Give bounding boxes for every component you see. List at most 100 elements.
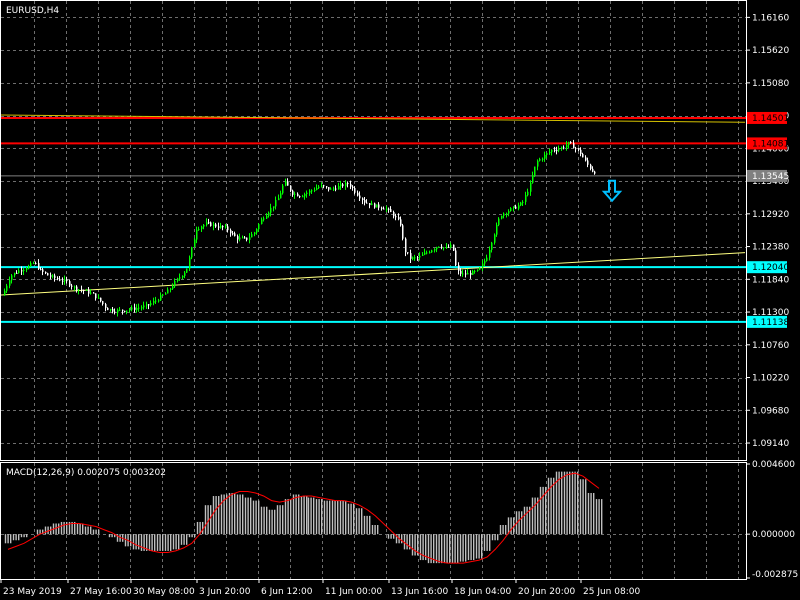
price-label-box — [747, 169, 787, 182]
candle-body — [93, 292, 95, 294]
candle-body — [539, 159, 541, 161]
candle-body — [146, 304, 148, 306]
candle-body — [371, 203, 373, 206]
candle-body — [261, 219, 263, 225]
candle-body — [566, 145, 568, 148]
candle-body — [414, 257, 416, 259]
candle-body — [525, 195, 527, 202]
time-tick-label: 3 Jun 20:00 — [199, 587, 251, 597]
price-label: 1.14081 — [752, 139, 789, 149]
candle-body — [551, 149, 553, 152]
candle-body — [498, 218, 500, 225]
candle-body — [110, 309, 112, 311]
candle-body — [215, 224, 217, 227]
candle-body — [69, 281, 71, 286]
candle-body — [542, 158, 544, 160]
candle-body — [306, 192, 308, 195]
candle-body — [62, 280, 64, 282]
candle-body — [328, 187, 330, 190]
candle-body — [561, 147, 563, 149]
candle-body — [218, 226, 220, 228]
candle-body — [412, 257, 414, 259]
macd-axis: 0.004600 0.000000 -0.002875 — [746, 460, 798, 580]
candle-body — [64, 279, 66, 282]
candle-body — [554, 149, 556, 151]
candle-body — [90, 292, 92, 294]
candle-body — [558, 148, 560, 151]
candle-body — [302, 196, 304, 198]
candle-body — [338, 186, 340, 190]
price-label-box — [747, 315, 787, 328]
candle-body — [515, 206, 517, 209]
candle-body — [522, 201, 524, 203]
candle-body — [398, 217, 400, 220]
candle-body — [194, 239, 196, 248]
candle-body — [362, 198, 364, 201]
time-tick-label: 30 May 08:00 — [133, 587, 195, 597]
candle-body — [189, 257, 191, 269]
candle-body — [359, 195, 361, 199]
candle-body — [114, 311, 116, 313]
price-tick-label: 1.09680 — [752, 406, 789, 416]
candle-body — [443, 247, 445, 249]
candle-body — [518, 205, 520, 209]
price-label-box — [747, 261, 787, 274]
candle-body — [148, 304, 150, 306]
price-label: 1.14501 — [752, 114, 789, 124]
candle-body — [4, 290, 6, 296]
candle-body — [354, 188, 356, 193]
candle-body — [153, 300, 155, 304]
panel-frames — [0, 0, 747, 580]
candle-body — [503, 213, 505, 216]
candle-body — [234, 233, 236, 237]
candle-body — [222, 225, 224, 228]
candle-body — [251, 234, 253, 238]
candle-body — [81, 289, 83, 291]
candle-body — [50, 275, 52, 277]
macd-histogram — [4, 471, 603, 564]
candle-body — [45, 271, 47, 274]
candle-body — [580, 149, 582, 154]
candle-body — [16, 272, 18, 274]
candle-body — [436, 247, 438, 250]
candle-body — [419, 255, 421, 258]
candle-body — [376, 204, 378, 208]
price-tick-label: 1.16160 — [752, 13, 789, 23]
candle-body — [201, 226, 203, 229]
candle-body — [438, 246, 440, 248]
candle-body — [309, 190, 311, 193]
candle-body — [258, 224, 260, 230]
candle-body — [388, 208, 390, 210]
candle-body — [76, 286, 78, 291]
candle-body — [74, 286, 76, 288]
candle-body — [237, 236, 239, 240]
candle-body — [318, 186, 320, 189]
level-lines[interactable] — [1, 116, 746, 323]
candle-body — [232, 233, 234, 235]
candle-body — [158, 300, 160, 302]
candle-body — [18, 270, 20, 273]
trendlines[interactable] — [0, 114, 746, 296]
candle-body — [78, 289, 80, 291]
price-tick-label: 1.15620 — [752, 46, 789, 56]
candle-body — [467, 272, 469, 275]
candle-body — [278, 198, 280, 201]
price-tick-label: 1.10220 — [752, 374, 789, 384]
candle-body — [160, 295, 162, 301]
candle-body — [203, 224, 205, 227]
candle-body — [333, 188, 335, 190]
chart-title: EURUSD,H4 — [6, 6, 59, 16]
candle-body — [213, 224, 215, 227]
macd-plot[interactable] — [4, 471, 603, 564]
candle-body — [496, 224, 498, 235]
candle-body — [98, 297, 100, 299]
candle-body — [383, 208, 385, 210]
candle-body — [474, 270, 476, 272]
price-plot[interactable] — [0, 114, 746, 323]
candle-body — [107, 307, 109, 311]
candle-body — [340, 184, 342, 187]
candle-body — [590, 164, 592, 169]
candle-body — [282, 185, 284, 194]
candle-body — [563, 147, 565, 149]
